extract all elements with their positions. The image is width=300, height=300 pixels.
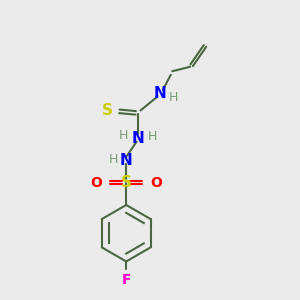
Text: H: H: [148, 130, 157, 143]
Text: H: H: [169, 91, 178, 103]
Text: H: H: [119, 129, 129, 142]
Text: S: S: [102, 103, 113, 118]
Text: N: N: [132, 130, 145, 146]
Text: O: O: [91, 176, 102, 190]
Text: N: N: [154, 86, 167, 101]
Text: O: O: [150, 176, 162, 190]
Text: H: H: [109, 153, 118, 166]
Text: F: F: [122, 273, 131, 287]
Text: N: N: [120, 153, 133, 168]
Text: S: S: [121, 175, 132, 190]
